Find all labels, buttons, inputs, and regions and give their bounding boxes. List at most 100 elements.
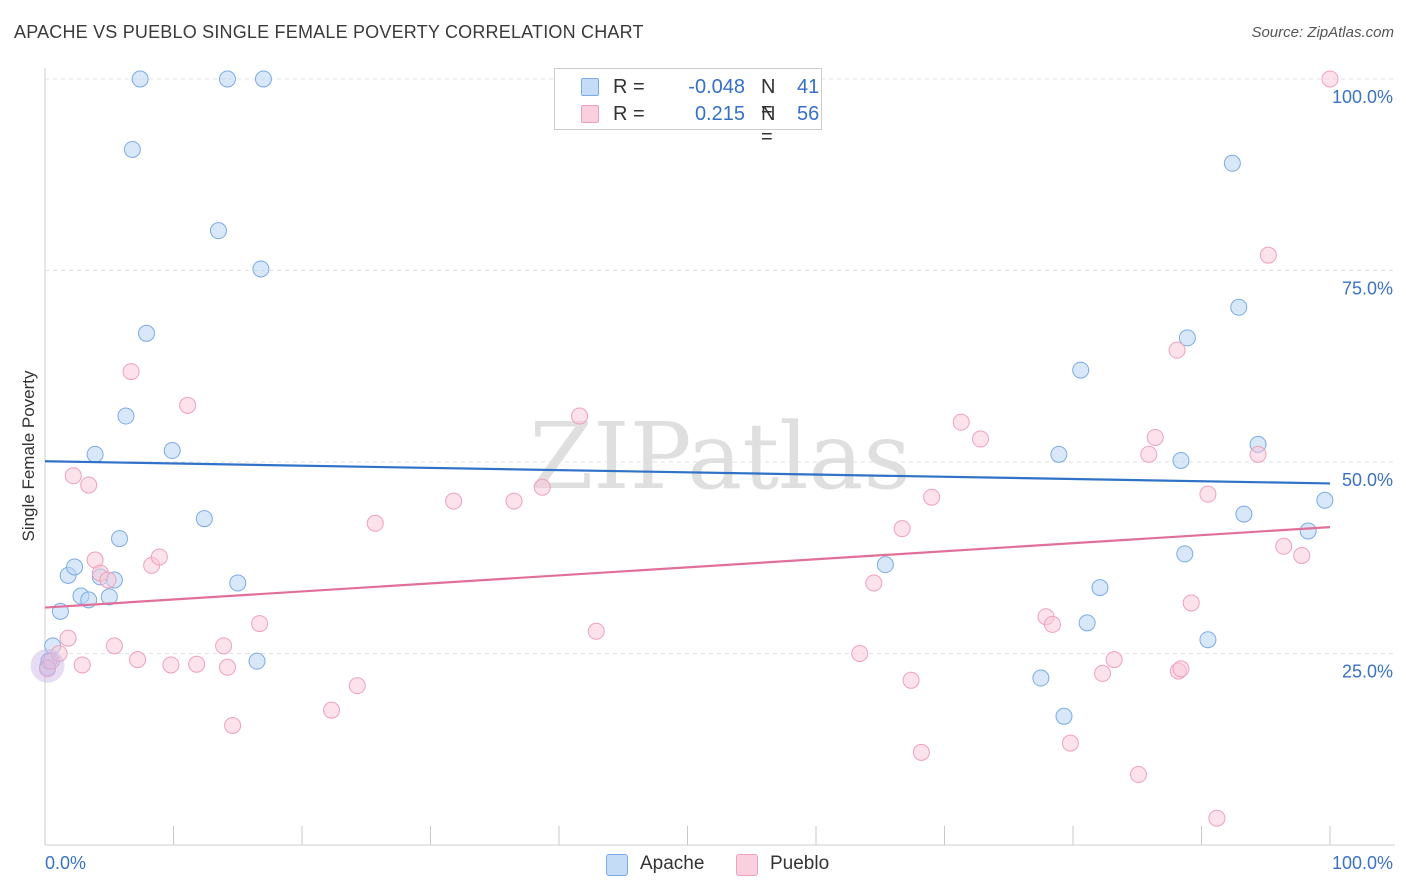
pueblo-point: [188, 655, 206, 673]
pueblo-point: [893, 520, 911, 538]
pueblo-point: [1275, 537, 1293, 555]
apache-r-label: R =: [613, 76, 645, 98]
y-tick-label: 75.0%: [1342, 279, 1393, 299]
chart-title: APACHE VS PUEBLO SINGLE FEMALE POVERTY C…: [14, 22, 644, 42]
x-tick-label: 100.0%: [1332, 853, 1393, 873]
apache-point: [1199, 631, 1217, 649]
pueblo-swatch: [581, 105, 599, 123]
apache-point: [252, 260, 270, 278]
pueblo-point: [215, 637, 233, 655]
apache-point: [229, 574, 247, 592]
apache-point: [248, 652, 266, 670]
pueblo-point: [587, 622, 605, 640]
pueblo-point: [912, 743, 930, 761]
pueblo-point: [1168, 341, 1186, 359]
pueblo-r-label: R =: [613, 103, 645, 125]
pueblo-point: [80, 476, 98, 494]
cluster-point: [30, 648, 65, 683]
apache-point: [1299, 522, 1317, 540]
apache-point: [1316, 491, 1334, 509]
apache-point: [876, 556, 894, 574]
pueblo-point: [952, 413, 970, 431]
y-tick-label: 50.0%: [1342, 470, 1393, 490]
apache-point: [1178, 329, 1196, 347]
pueblo-point: [1140, 445, 1158, 463]
pueblo-point: [1321, 70, 1339, 88]
pueblo-point: [251, 615, 269, 633]
apache-point: [111, 530, 129, 548]
pueblo-point: [1293, 546, 1311, 564]
apache-point: [1091, 579, 1109, 597]
pueblo-point: [105, 637, 123, 655]
apache-point: [100, 588, 118, 606]
apache-point: [123, 140, 141, 158]
pueblo-trend-line: [44, 526, 1331, 609]
apache-legend-swatch: [606, 854, 628, 876]
pueblo-point: [923, 488, 941, 506]
source-note: Source: ZipAtlas.com: [1251, 24, 1394, 41]
pueblo-point: [505, 492, 523, 510]
pueblo-point: [851, 645, 869, 662]
apache-point: [131, 70, 149, 88]
apache-n-value: 41: [797, 76, 820, 98]
pueblo-point: [1199, 485, 1217, 503]
pueblo-point: [1182, 594, 1200, 612]
apache-point: [209, 222, 227, 240]
stats-legend: R = -0.048 N = 41 R = 0.215 N = 56: [554, 68, 822, 148]
pueblo-point: [162, 656, 180, 674]
apache-point: [117, 407, 135, 425]
apache-point: [218, 70, 236, 88]
pueblo-legend-label: Pueblo: [770, 853, 830, 874]
pueblo-point: [64, 467, 82, 485]
pueblo-point: [1130, 766, 1148, 784]
apache-r-value: -0.048: [688, 76, 745, 98]
apache-n-label: N =: [761, 76, 776, 121]
apache-point: [1172, 451, 1190, 469]
pueblo-point: [1259, 246, 1277, 264]
pueblo-point: [224, 717, 242, 735]
pueblo-point: [1061, 734, 1079, 752]
apache-point: [163, 442, 181, 460]
apache-point: [1176, 545, 1194, 563]
apache-point: [1050, 445, 1068, 463]
pueblo-point: [218, 658, 236, 676]
x-tick-label: 0.0%: [45, 853, 86, 873]
y-tick-label: 100.0%: [1332, 87, 1393, 107]
apache-point: [1078, 614, 1096, 632]
pueblo-legend-swatch: [736, 854, 758, 876]
pueblo-point: [129, 651, 147, 669]
y-axis-label: Single Female Poverty: [19, 370, 38, 542]
apache-point: [254, 70, 272, 88]
apache-point: [1072, 361, 1090, 379]
pueblo-point: [1208, 809, 1226, 827]
apache-swatch: [581, 78, 599, 96]
pueblo-point: [1146, 428, 1164, 446]
pueblo-n-label: N =: [761, 103, 776, 148]
apache-point: [66, 558, 84, 576]
apache-point: [86, 445, 104, 463]
apache-point: [1055, 707, 1073, 725]
apache-point: [195, 510, 213, 528]
axis-layer: 25.0% 50.0% 75.0% 100.0% 0.0% 100.0%: [44, 68, 1395, 873]
pueblo-point: [122, 363, 140, 381]
pueblo-point: [1249, 445, 1267, 463]
apache-trend-line: [44, 460, 1331, 485]
pueblo-point: [1043, 615, 1061, 633]
pueblo-point: [533, 478, 551, 496]
pueblo-point: [1094, 664, 1112, 682]
pueblo-point: [902, 671, 920, 689]
trend-layer: [44, 460, 1331, 609]
pueblo-n-value: 56: [797, 103, 820, 125]
pueblo-point: [971, 430, 989, 448]
pueblo-point: [73, 656, 91, 674]
apache-point: [138, 324, 156, 342]
apache-point: [1230, 298, 1248, 316]
apache-point: [1235, 505, 1253, 523]
pueblo-point: [1172, 660, 1190, 678]
pueblo-point: [1105, 651, 1123, 669]
pueblo-point: [445, 492, 463, 510]
y-tick-label: 25.0%: [1342, 662, 1393, 682]
apache-legend-label: Apache: [640, 853, 705, 874]
points-layer: [30, 70, 1339, 827]
